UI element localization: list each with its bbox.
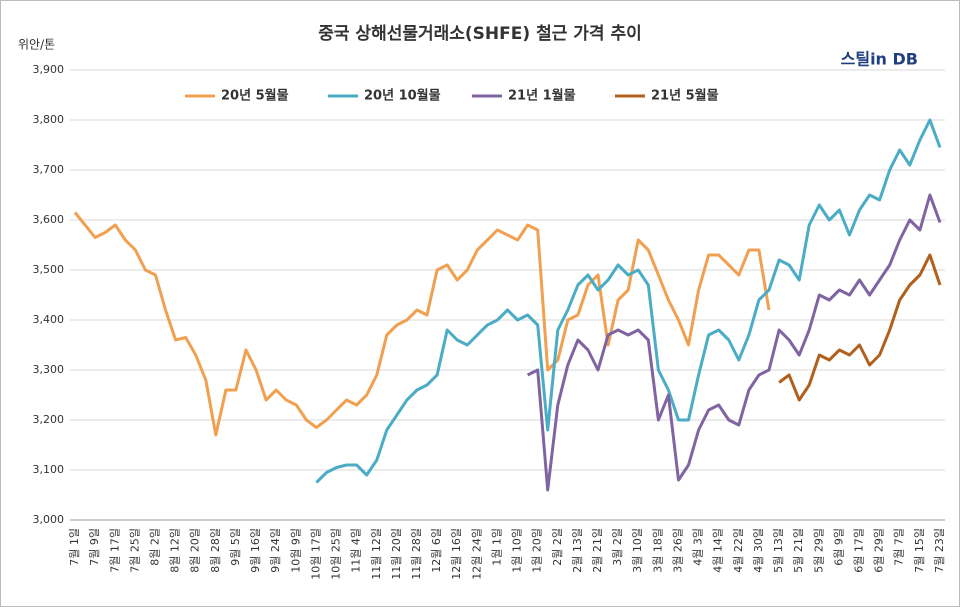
x-tick-label: 12월 16일 [449, 528, 463, 580]
x-tick-label: 6월 9일 [831, 528, 845, 566]
x-tick-label: 3월 10일 [630, 528, 644, 573]
x-tick-label: 8월 12일 [168, 528, 182, 573]
x-tick-label: 11월 28일 [409, 528, 423, 580]
legend-label: 21년 1월물 [508, 88, 576, 104]
y-tick-label: 3,300 [33, 363, 65, 376]
x-tick-label: 12월 24일 [469, 528, 483, 580]
x-tick-label: 7월 25일 [127, 528, 141, 573]
y-tick-label: 3,000 [33, 513, 65, 526]
x-tick-label: 9월 5일 [228, 528, 242, 566]
x-tick-label: 10월 25일 [329, 528, 343, 580]
y-tick-label: 3,100 [33, 463, 65, 476]
y-tick-label: 3,200 [33, 413, 65, 426]
x-tick-label: 7월 17일 [107, 528, 121, 573]
x-tick-label: 7월 7일 [892, 528, 906, 566]
series-line [526, 193, 942, 492]
y-axis-label: 위안/톤 [18, 38, 55, 52]
x-tick-label: 2월 13일 [570, 528, 584, 573]
x-tick-label: 5월 21일 [791, 528, 805, 573]
x-tick-label: 11월 12일 [369, 528, 383, 580]
x-tick-label: 11월 20일 [389, 528, 403, 580]
x-tick-label: 10월 9일 [288, 528, 302, 573]
x-tick-label: 4월 14일 [711, 528, 725, 573]
x-tick-label: 7월 23일 [932, 528, 946, 573]
x-tick-label: 4월 22일 [731, 528, 745, 573]
x-tick-label: 1월 1일 [489, 528, 503, 566]
x-tick-label: 3월 2일 [610, 528, 624, 566]
x-tick-label: 6월 17일 [852, 528, 866, 573]
x-tick-label: 3월 18일 [650, 528, 664, 573]
x-tick-label: 10월 17일 [308, 528, 322, 580]
x-tick-label: 9월 16일 [248, 528, 262, 573]
x-tick-label: 1월 10일 [510, 528, 524, 573]
y-tick-label: 3,900 [33, 63, 65, 76]
x-tick-label: 3월 26일 [670, 528, 684, 573]
x-tick-label: 4월 30일 [751, 528, 765, 573]
x-tick-label: 12월 6일 [429, 528, 443, 573]
x-tick-label: 8월 20일 [188, 528, 202, 573]
x-tick-label: 2월 21일 [590, 528, 604, 573]
x-tick-label: 8월 28일 [208, 528, 222, 573]
y-tick-label: 3,600 [33, 213, 65, 226]
chart-title: 중국 상해선물거래소(SHFE) 철근 가격 추이 [318, 24, 642, 44]
x-tick-label: 7월 9일 [87, 528, 101, 566]
legend-label: 20년 5월물 [221, 88, 289, 104]
x-tick-label: 8월 2일 [147, 528, 161, 566]
series-line [315, 118, 942, 484]
series-line [73, 211, 771, 437]
legend-label: 20년 10월물 [364, 88, 441, 104]
x-tick-label: 4월 3일 [691, 528, 705, 566]
x-tick-label: 5월 29일 [811, 528, 825, 573]
x-tick-label: 2월 2일 [550, 528, 564, 566]
y-tick-label: 3,500 [33, 263, 65, 276]
x-tick-label: 9월 24일 [268, 528, 282, 573]
x-tick-label: 7월 1일 [67, 528, 81, 566]
x-tick-label: 6월 29일 [872, 528, 886, 573]
x-tick-label: 1월 20일 [530, 528, 544, 573]
x-tick-label: 5월 13일 [771, 528, 785, 573]
series-line [778, 253, 942, 402]
y-tick-label: 3,700 [33, 163, 65, 176]
x-tick-label: 11월 4일 [349, 528, 363, 573]
legend-label: 21년 5월물 [651, 88, 719, 104]
brand: 스틸in DB [841, 50, 918, 69]
y-tick-label: 3,800 [33, 113, 65, 126]
x-tick-label: 7월 15일 [912, 528, 926, 573]
y-tick-label: 3,400 [33, 313, 65, 326]
